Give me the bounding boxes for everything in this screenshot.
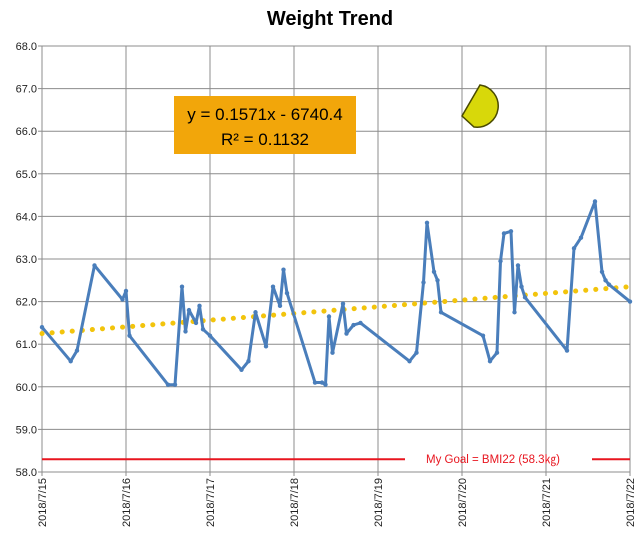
goal-line-group: My Goal = BMI22 (58.3㎏) bbox=[42, 453, 630, 466]
data-point bbox=[407, 359, 412, 364]
data-point bbox=[438, 310, 444, 315]
data-point bbox=[487, 359, 493, 364]
data-point bbox=[165, 382, 171, 387]
data-point bbox=[68, 359, 73, 364]
moon-icon bbox=[461, 84, 499, 128]
data-point bbox=[39, 324, 45, 330]
data-point bbox=[207, 333, 213, 338]
series-group bbox=[39, 199, 633, 387]
data-point bbox=[501, 231, 507, 236]
series-line bbox=[40, 200, 631, 387]
data-point bbox=[508, 229, 514, 234]
data-point bbox=[578, 235, 584, 240]
data-point bbox=[239, 367, 244, 372]
data-point bbox=[592, 199, 598, 204]
data-point bbox=[246, 359, 251, 364]
y-tick-label: 63.0 bbox=[16, 254, 37, 266]
data-point bbox=[480, 333, 486, 338]
goal-label: My Goal = BMI22 (58.3㎏) bbox=[426, 453, 560, 466]
data-point bbox=[179, 284, 185, 289]
data-point bbox=[183, 329, 188, 334]
trendline-r-squared: R² = 0.1132 bbox=[221, 130, 309, 149]
data-point bbox=[512, 310, 517, 315]
data-point bbox=[172, 382, 178, 387]
data-point bbox=[186, 307, 192, 313]
data-point bbox=[414, 350, 419, 355]
data-point bbox=[253, 310, 258, 315]
equation-background bbox=[174, 96, 356, 154]
data-point bbox=[515, 263, 521, 268]
x-tick-label: 2018/7/20 bbox=[457, 478, 469, 527]
data-point bbox=[358, 320, 363, 326]
y-tick-label: 58.0 bbox=[16, 467, 37, 479]
data-point bbox=[284, 290, 290, 296]
data-point bbox=[606, 282, 612, 287]
y-tick-label: 68.0 bbox=[16, 41, 37, 53]
data-point bbox=[421, 280, 426, 285]
data-point bbox=[281, 267, 286, 272]
x-tick-label: 2018/7/22 bbox=[625, 478, 637, 527]
trendline-group bbox=[39, 284, 633, 337]
data-point bbox=[312, 380, 318, 385]
y-tick-label: 60.0 bbox=[16, 382, 37, 394]
data-point bbox=[74, 348, 80, 353]
data-point bbox=[431, 269, 437, 274]
data-point bbox=[351, 322, 356, 328]
data-point bbox=[494, 350, 500, 355]
data-point bbox=[599, 269, 605, 274]
data-point bbox=[323, 382, 328, 387]
data-point bbox=[92, 263, 97, 268]
data-point bbox=[424, 220, 430, 225]
y-tick-label: 59.0 bbox=[16, 424, 37, 436]
y-axis-ticks: 58.0 59.0 60.0 61.0 62.0 63.0 64.0 65.0 66.0 67.0… bbox=[16, 41, 37, 479]
trendline-equation: y = 0.1571x - 6740.4 bbox=[187, 105, 342, 124]
x-tick-label: 2018/7/16 bbox=[121, 478, 133, 527]
data-point bbox=[277, 303, 283, 309]
y-tick-label: 62.0 bbox=[16, 297, 37, 309]
grid-lines bbox=[38, 45, 631, 476]
data-point bbox=[123, 288, 129, 294]
data-point bbox=[330, 350, 335, 355]
data-point bbox=[344, 331, 349, 336]
data-point bbox=[522, 295, 528, 300]
x-tick-label: 2018/7/18 bbox=[289, 478, 301, 527]
y-tick-label: 61.0 bbox=[16, 339, 37, 351]
data-point bbox=[603, 278, 608, 283]
data-point bbox=[498, 258, 503, 264]
data-point bbox=[519, 284, 524, 289]
y-tick-label: 64.0 bbox=[16, 211, 37, 223]
data-point bbox=[263, 344, 269, 349]
x-tick-label: 2018/7/17 bbox=[205, 478, 217, 527]
data-point bbox=[200, 327, 206, 332]
data-point bbox=[197, 303, 202, 309]
data-point bbox=[435, 278, 440, 283]
y-tick-label: 65.0 bbox=[16, 169, 37, 181]
trendline bbox=[39, 284, 633, 337]
data-point bbox=[571, 246, 577, 251]
y-tick-label: 66.0 bbox=[16, 126, 37, 138]
data-point bbox=[340, 301, 346, 306]
chart-title: Weight Trend bbox=[267, 8, 393, 30]
data-point bbox=[319, 380, 325, 385]
x-tick-label: 2018/7/15 bbox=[37, 478, 49, 527]
data-point bbox=[120, 297, 125, 302]
data-point bbox=[564, 348, 570, 353]
data-point bbox=[193, 320, 199, 326]
trendline-equation-box: y = 0.1571x - 6740.4 R² = 0.1132 bbox=[174, 96, 356, 154]
x-axis-ticks: 2018/7/15 2018/7/16 2018/7/17 2018/7/18 2018… bbox=[37, 478, 637, 527]
y-tick-label: 67.0 bbox=[16, 84, 37, 96]
data-point bbox=[326, 314, 332, 319]
data-point bbox=[270, 284, 276, 289]
x-tick-label: 2018/7/19 bbox=[373, 478, 385, 527]
data-point bbox=[127, 333, 132, 338]
x-tick-label: 2018/7/21 bbox=[541, 478, 553, 527]
data-point bbox=[627, 299, 633, 304]
